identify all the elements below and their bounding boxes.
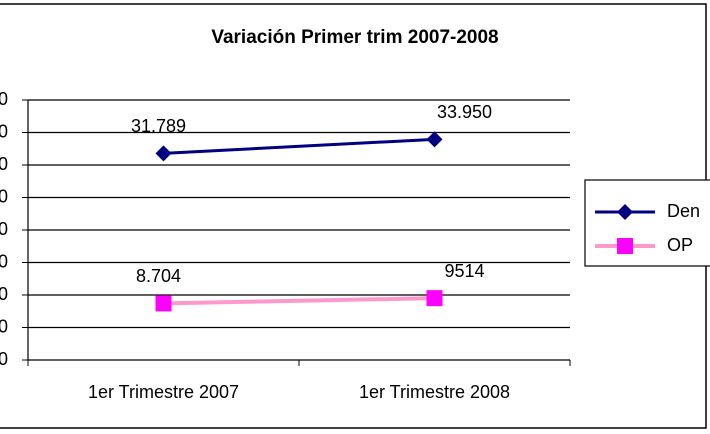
data-point bbox=[155, 145, 172, 162]
y-tick-label: 15000 bbox=[0, 251, 8, 271]
data-point bbox=[155, 295, 172, 312]
y-tick-label: 20000 bbox=[0, 219, 8, 239]
y-tick-label: 30000 bbox=[0, 154, 8, 174]
data-point bbox=[426, 290, 443, 307]
y-tick-label: 25000 bbox=[0, 186, 8, 206]
legend-label: OP bbox=[667, 235, 693, 255]
legend-marker bbox=[617, 204, 633, 220]
x-tick-label: 1er Trimestre 2008 bbox=[359, 382, 510, 402]
y-tick-label: 40000 bbox=[0, 89, 8, 109]
legend-marker bbox=[617, 238, 633, 254]
series-line bbox=[163, 296, 435, 306]
legend-box bbox=[584, 179, 710, 267]
data-label: 8.704 bbox=[136, 266, 181, 286]
data-label: 9514 bbox=[444, 261, 484, 281]
legend-label: Den bbox=[667, 201, 700, 221]
series-line bbox=[163, 137, 435, 155]
x-tick-label: 1er Trimestre 2007 bbox=[88, 382, 239, 402]
y-tick-label: 0 bbox=[0, 349, 8, 369]
y-tick-label: 5000 bbox=[0, 316, 8, 336]
data-point bbox=[426, 131, 443, 148]
y-tick-label: 35000 bbox=[0, 121, 8, 141]
y-tick-label: 10000 bbox=[0, 284, 8, 304]
chart-title: Variación Primer trim 2007-2008 bbox=[211, 27, 498, 48]
data-label: 31.789 bbox=[131, 116, 186, 136]
data-label: 33.950 bbox=[437, 102, 492, 122]
